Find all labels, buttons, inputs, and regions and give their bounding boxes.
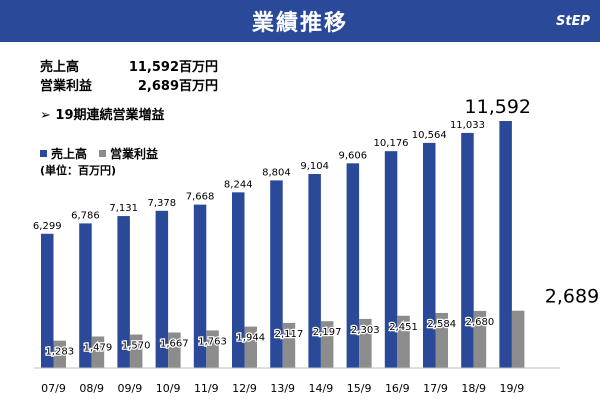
data-label-profit: 2,689 <box>545 286 599 308</box>
title-bar: 業績推移 StEP <box>0 0 600 42</box>
legend-item-profit: 営業利益 <box>99 145 158 162</box>
x-tick-label: 09/9 <box>118 382 143 395</box>
data-label-sales: 10,176 <box>374 138 409 149</box>
summary-label: 売上高 <box>40 60 80 75</box>
bar-profit <box>206 330 219 368</box>
data-label-sales: 9,606 <box>339 150 368 161</box>
data-label-sales: 7,378 <box>148 198 177 209</box>
x-tick-label: 07/9 <box>41 382 66 395</box>
data-label-profit: 2,197 <box>313 327 342 338</box>
bar-sales <box>117 216 130 368</box>
bar-sales <box>155 210 169 368</box>
data-label-profit: 2,680 <box>466 317 495 328</box>
summary-block: 売上高 11,592百万円 営業利益 2,689百万円 <box>40 58 218 96</box>
highlight-bullet: ➢ 19期連続営業増益 <box>40 108 165 123</box>
x-tick-label: 15/9 <box>347 382 372 395</box>
summary-row-sales: 売上高 11,592百万円 <box>40 58 218 77</box>
data-label-profit: 2,117 <box>275 329 304 340</box>
summary-label: 営業利益 <box>40 79 93 94</box>
x-tick-label: 11/9 <box>194 382 219 395</box>
data-label-profit: 2,303 <box>351 325 380 336</box>
bar-sales <box>232 192 245 368</box>
bar-sales <box>41 233 54 368</box>
bar-profit <box>511 310 525 368</box>
bar-sales <box>384 151 398 368</box>
data-label-profit: 1,283 <box>45 347 74 358</box>
summary-row-profit: 営業利益 2,689百万円 <box>40 77 218 96</box>
bar-sales <box>308 174 321 368</box>
bar-profit <box>91 336 105 368</box>
data-label-sales: 9,104 <box>300 161 329 172</box>
bar-sales <box>270 180 283 368</box>
x-tick-label: 17/9 <box>423 382 448 395</box>
legend-label-profit: 営業利益 <box>110 147 159 161</box>
summary-value: 11,592百万円 <box>128 60 218 75</box>
x-tick-label: 16/9 <box>385 382 410 395</box>
x-tick-label: 19/9 <box>500 382 525 395</box>
chart-legend: 売上高 営業利益 <box>40 145 170 162</box>
data-label-sales: 6,786 <box>71 210 100 221</box>
data-label-sales: 10,564 <box>412 130 447 141</box>
legend-item-sales: 売上高 <box>40 145 87 162</box>
data-label-profit: 1,570 <box>122 341 151 352</box>
summary-value: 2,689百万円 <box>137 79 218 94</box>
x-tick-label: 10/9 <box>156 382 181 395</box>
bar-profit <box>320 321 334 368</box>
x-tick-label: 18/9 <box>461 382 486 395</box>
bar-profit <box>473 310 487 368</box>
data-label-sales: 8,244 <box>224 179 253 190</box>
data-label-profit: 1,763 <box>198 336 227 347</box>
bar-sales <box>193 204 207 368</box>
unit-label: (単位：百万円) <box>40 164 117 177</box>
data-label-profit: 2,451 <box>389 322 418 333</box>
x-tick-label: 13/9 <box>270 382 295 395</box>
data-label-sales: 11,033 <box>450 120 485 131</box>
bar-profit <box>435 312 448 368</box>
bar-profit <box>53 340 66 368</box>
bar-profit <box>397 315 410 368</box>
x-tick-label: 12/9 <box>232 382 257 395</box>
data-label-sales: 11,592 <box>465 96 531 118</box>
bar-sales <box>423 142 436 368</box>
bar-sales <box>499 121 512 368</box>
bar-profit <box>168 332 181 368</box>
data-label-sales: 7,668 <box>186 192 215 203</box>
bar-sales <box>461 132 474 368</box>
data-label-sales: 7,131 <box>109 203 138 214</box>
data-label-profit: 1,667 <box>160 338 189 349</box>
legend-swatch-sales <box>40 150 47 157</box>
bar-profit <box>244 326 257 368</box>
bar-sales <box>346 163 360 368</box>
bar-profit <box>282 322 296 368</box>
x-tick-label: 14/9 <box>309 382 334 395</box>
bar-profit <box>359 318 372 368</box>
data-label-profit: 1,944 <box>236 333 265 344</box>
data-label-profit: 2,584 <box>427 319 456 330</box>
data-label-sales: 6,299 <box>33 221 62 232</box>
page-title: 業績推移 <box>251 11 348 36</box>
data-label-profit: 1,479 <box>84 342 113 353</box>
x-tick-label: 08/9 <box>79 382 104 395</box>
bar-profit <box>129 334 143 368</box>
data-label-sales: 8,804 <box>262 167 291 178</box>
legend-swatch-profit <box>99 150 107 157</box>
bar-sales <box>79 223 92 368</box>
legend-label-sales: 売上高 <box>51 147 88 161</box>
company-logo: StEP <box>556 14 590 29</box>
